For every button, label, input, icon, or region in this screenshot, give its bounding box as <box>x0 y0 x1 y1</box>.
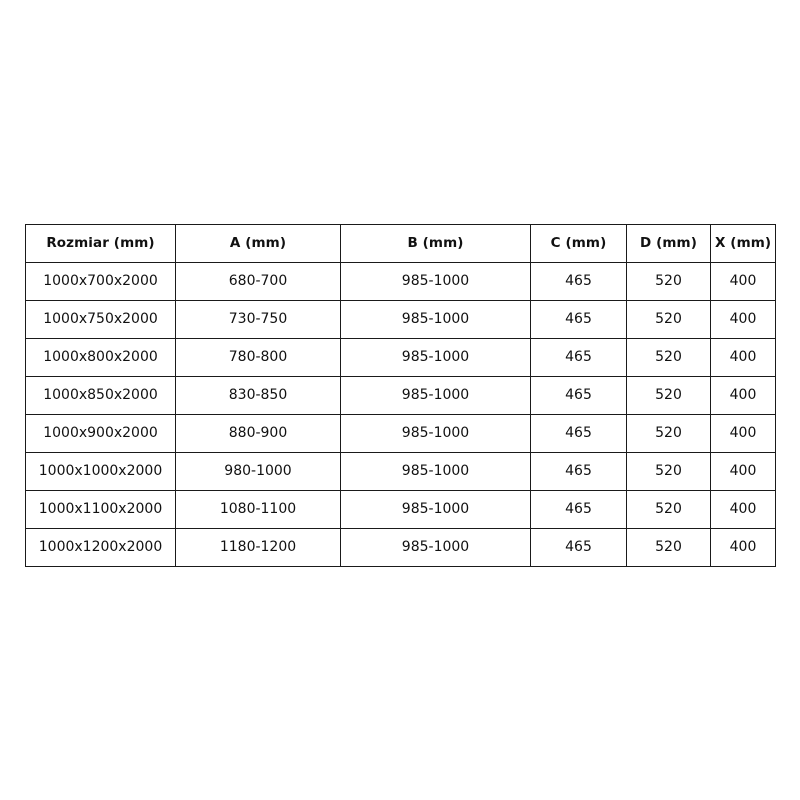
cell-b: 985-1000 <box>340 452 531 491</box>
cell-size: 1000x700x2000 <box>25 262 176 301</box>
dimensions-table: Rozmiar (mm) A (mm) B (mm) C (mm) D (mm)… <box>25 224 776 567</box>
table-header-row: Rozmiar (mm) A (mm) B (mm) C (mm) D (mm)… <box>25 224 776 263</box>
cell-x: 400 <box>710 338 776 377</box>
cell-x: 400 <box>710 490 776 529</box>
cell-a: 1180-1200 <box>175 528 341 567</box>
cell-a: 830-850 <box>175 376 341 415</box>
table-row: 1000x700x2000 680-700 985-1000 465 520 4… <box>25 262 776 301</box>
cell-x: 400 <box>710 300 776 339</box>
cell-size: 1000x750x2000 <box>25 300 176 339</box>
cell-a: 880-900 <box>175 414 341 453</box>
cell-d: 520 <box>626 528 711 567</box>
dimensions-table-container: Rozmiar (mm) A (mm) B (mm) C (mm) D (mm)… <box>25 224 776 567</box>
cell-d: 520 <box>626 262 711 301</box>
column-header-size: Rozmiar (mm) <box>25 224 176 263</box>
cell-x: 400 <box>710 262 776 301</box>
cell-c: 465 <box>530 262 627 301</box>
column-header-d: D (mm) <box>626 224 711 263</box>
table-row: 1000x1000x2000 980-1000 985-1000 465 520… <box>25 452 776 491</box>
cell-c: 465 <box>530 528 627 567</box>
table-row: 1000x850x2000 830-850 985-1000 465 520 4… <box>25 376 776 415</box>
cell-b: 985-1000 <box>340 490 531 529</box>
cell-c: 465 <box>530 300 627 339</box>
cell-size: 1000x1200x2000 <box>25 528 176 567</box>
cell-b: 985-1000 <box>340 414 531 453</box>
cell-size: 1000x1100x2000 <box>25 490 176 529</box>
cell-d: 520 <box>626 490 711 529</box>
cell-a: 1080-1100 <box>175 490 341 529</box>
cell-a: 680-700 <box>175 262 341 301</box>
cell-b: 985-1000 <box>340 338 531 377</box>
cell-size: 1000x900x2000 <box>25 414 176 453</box>
column-header-b: B (mm) <box>340 224 531 263</box>
cell-d: 520 <box>626 376 711 415</box>
cell-d: 520 <box>626 338 711 377</box>
cell-size: 1000x1000x2000 <box>25 452 176 491</box>
cell-a: 980-1000 <box>175 452 341 491</box>
cell-x: 400 <box>710 452 776 491</box>
table-row: 1000x1200x2000 1180-1200 985-1000 465 52… <box>25 528 776 567</box>
cell-a: 780-800 <box>175 338 341 377</box>
table-row: 1000x750x2000 730-750 985-1000 465 520 4… <box>25 300 776 339</box>
cell-x: 400 <box>710 528 776 567</box>
cell-size: 1000x800x2000 <box>25 338 176 377</box>
cell-b: 985-1000 <box>340 300 531 339</box>
cell-c: 465 <box>530 490 627 529</box>
cell-c: 465 <box>530 338 627 377</box>
cell-x: 400 <box>710 414 776 453</box>
cell-size: 1000x850x2000 <box>25 376 176 415</box>
table-header: Rozmiar (mm) A (mm) B (mm) C (mm) D (mm)… <box>25 224 776 263</box>
cell-c: 465 <box>530 414 627 453</box>
table-row: 1000x900x2000 880-900 985-1000 465 520 4… <box>25 414 776 453</box>
cell-x: 400 <box>710 376 776 415</box>
cell-c: 465 <box>530 376 627 415</box>
column-header-c: C (mm) <box>530 224 627 263</box>
cell-d: 520 <box>626 300 711 339</box>
cell-b: 985-1000 <box>340 262 531 301</box>
table-row: 1000x800x2000 780-800 985-1000 465 520 4… <box>25 338 776 377</box>
table-body: 1000x700x2000 680-700 985-1000 465 520 4… <box>25 262 776 567</box>
cell-d: 520 <box>626 452 711 491</box>
cell-b: 985-1000 <box>340 528 531 567</box>
cell-a: 730-750 <box>175 300 341 339</box>
table-row: 1000x1100x2000 1080-1100 985-1000 465 52… <box>25 490 776 529</box>
cell-d: 520 <box>626 414 711 453</box>
cell-c: 465 <box>530 452 627 491</box>
cell-b: 985-1000 <box>340 376 531 415</box>
column-header-x: X (mm) <box>710 224 776 263</box>
column-header-a: A (mm) <box>175 224 341 263</box>
